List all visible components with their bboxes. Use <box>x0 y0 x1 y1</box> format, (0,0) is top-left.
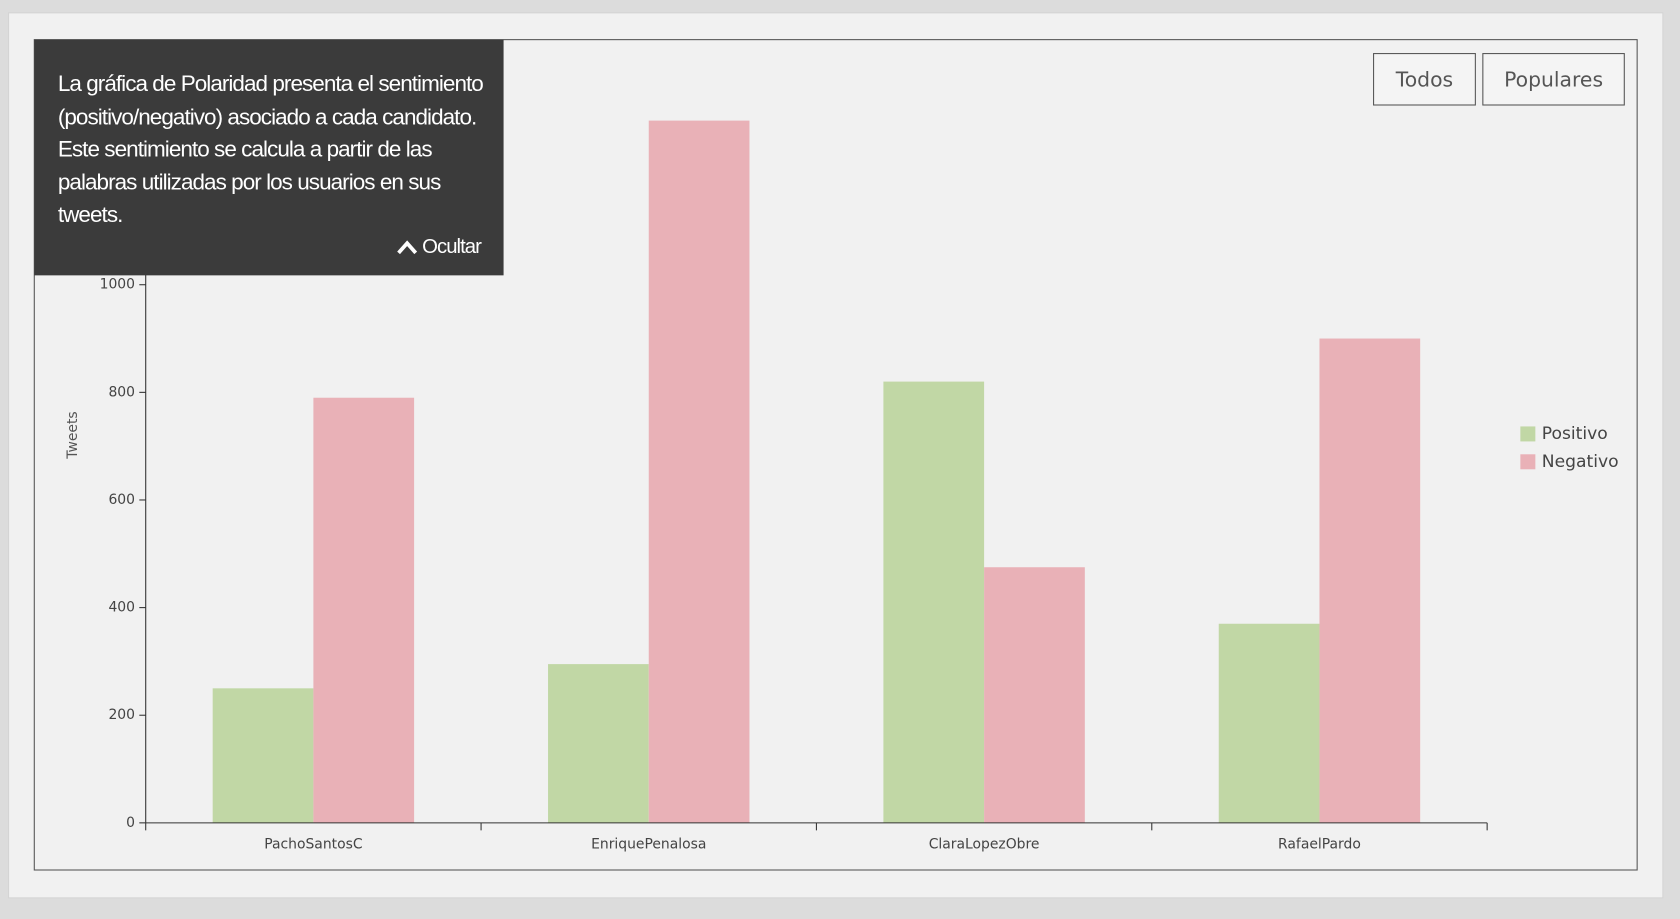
x-tick-label: EnriquePenalosa <box>591 836 706 852</box>
tooltip <box>34 39 504 276</box>
y-tick-label: 800 <box>108 384 135 400</box>
tooltip-text: La gráfica de Polaridad presenta el sent… <box>57 71 484 228</box>
y-tick-label: 1000 <box>100 277 135 293</box>
x-tick-label: ClaraLopezObre <box>929 836 1040 852</box>
y-tick-label: 0 <box>126 815 135 831</box>
bar <box>313 397 415 823</box>
y-tick-label: 600 <box>108 492 135 508</box>
legend-swatch <box>1520 454 1536 470</box>
y-tick-label: 200 <box>108 707 135 723</box>
hide-link[interactable]: Ocultar <box>422 236 483 258</box>
legend-label: Positivo <box>1542 424 1608 444</box>
bar <box>883 381 985 823</box>
bar <box>648 120 750 823</box>
bar <box>984 567 1085 823</box>
bar <box>1218 623 1320 823</box>
chevron-icon[interactable] <box>397 240 418 255</box>
bar <box>212 688 314 823</box>
button[interactable] <box>1373 53 1476 106</box>
y-axis-label: Tweets <box>65 411 81 459</box>
legend-swatch <box>1520 426 1536 442</box>
y-tick-label: 400 <box>108 600 135 616</box>
button-label[interactable]: Todos <box>1395 67 1453 91</box>
button-label[interactable]: Populares <box>1504 67 1603 91</box>
x-tick-label: RafaelPardo <box>1278 836 1361 852</box>
legend-label: Negativo <box>1542 452 1619 472</box>
button[interactable] <box>1482 53 1625 106</box>
bar <box>1319 338 1421 823</box>
bar <box>548 664 649 823</box>
x-tick-label: PachoSantosC <box>264 836 362 852</box>
